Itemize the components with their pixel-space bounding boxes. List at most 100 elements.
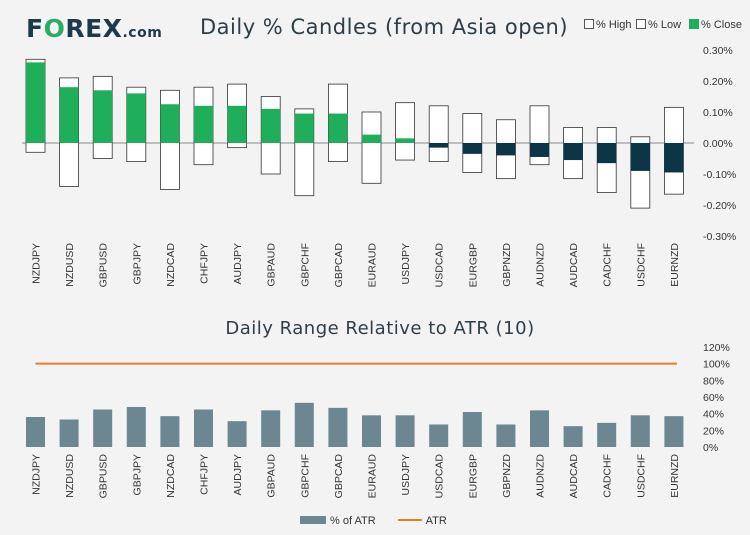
x-tick-label: EURGBP xyxy=(467,454,479,498)
range-candle xyxy=(395,102,416,161)
atr-bar-chart: 120% 100% 80% 60% 40% 20% 0% NZDJPY NZDUSD GBPUSD… xyxy=(26,342,730,499)
atr-bar xyxy=(261,410,281,447)
legend-line-label: ATR xyxy=(425,515,447,527)
x-tick-label: EURNZD xyxy=(669,243,681,287)
y-tick-label: 0.00% xyxy=(703,138,733,150)
close-bar xyxy=(93,90,113,143)
y-tick-label: 40% xyxy=(703,409,724,421)
y-tick-label: -0.20% xyxy=(703,200,736,212)
y-tick-label: 60% xyxy=(703,392,724,404)
close-bar xyxy=(294,113,314,143)
x-tick-label: AUDNZD xyxy=(535,243,547,287)
close-bar xyxy=(160,104,180,143)
legend-line-swatch xyxy=(397,519,422,521)
x-tick-label: NZDJPY xyxy=(31,243,43,284)
close-bar xyxy=(496,143,516,156)
y-tick-label: 80% xyxy=(703,375,724,387)
candles-chart-title: Daily % Candles (from Asia open) xyxy=(200,15,569,39)
close-bar xyxy=(59,87,79,143)
x-tick-label: NZDUSD xyxy=(64,243,76,287)
x-tick-label: AUDNZD xyxy=(535,454,547,498)
x-tick-label: NZDCAD xyxy=(165,454,177,498)
y-tick-label: -0.30% xyxy=(703,231,736,243)
atr-chart-title: Daily Range Relative to ATR (10) xyxy=(225,318,535,339)
close-bar xyxy=(530,143,549,157)
close-bar xyxy=(563,143,583,161)
y-tick-label: 0% xyxy=(703,442,718,454)
atr-bar xyxy=(294,402,314,447)
x-tick-label: GBPCAD xyxy=(333,454,345,499)
atr-bar xyxy=(496,424,516,447)
atr-bar xyxy=(227,421,247,447)
legend-low: % Low xyxy=(636,19,681,31)
x-tick-label: CADCHF xyxy=(602,243,614,287)
atr-bar xyxy=(194,409,213,447)
y-tick-label: 0.30% xyxy=(703,45,733,57)
legend-bar-swatch xyxy=(300,516,326,524)
atr-bar xyxy=(563,426,583,447)
x-tick-label: NZDUSD xyxy=(64,454,76,498)
close-bar xyxy=(462,143,482,154)
x-tick-label: CADCHF xyxy=(602,454,614,498)
close-bar xyxy=(227,105,247,143)
y-tick-label: 0.20% xyxy=(703,76,733,88)
close-bar xyxy=(597,143,617,164)
close-bar xyxy=(126,93,146,143)
x-tick-label: EURAUD xyxy=(367,243,379,288)
x-tick-label: CHFJPY xyxy=(199,243,211,284)
x-tick-label: AUDJPY xyxy=(232,454,244,495)
atr-bar xyxy=(395,415,415,447)
close-bar xyxy=(26,62,45,143)
x-tick-label: NZDCAD xyxy=(165,243,177,287)
legend-low-swatch xyxy=(636,19,646,29)
x-tick-label: GBPAUD xyxy=(266,454,278,498)
x-tick-label: GBPJPY xyxy=(131,243,143,284)
atr-bar xyxy=(530,410,549,447)
legend-close-swatch xyxy=(689,19,699,29)
atr-bar xyxy=(664,416,684,447)
atr-bar xyxy=(59,419,79,447)
legend-high-swatch xyxy=(584,19,594,29)
x-tick-label: EURGBP xyxy=(467,243,479,287)
atr-bar xyxy=(160,416,180,447)
close-bar xyxy=(664,143,684,173)
x-tick-label: USDCAD xyxy=(434,454,446,499)
x-tick-label: USDCAD xyxy=(434,243,446,288)
x-tick-label: USDCHF xyxy=(635,454,647,498)
atr-bar xyxy=(362,415,381,447)
x-tick-label: GBPUSD xyxy=(98,243,110,288)
y-tick-label: 120% xyxy=(703,342,730,354)
close-bar xyxy=(194,105,213,143)
x-tick-label: EURNZD xyxy=(669,454,681,498)
y-tick-label: 0.10% xyxy=(703,107,733,119)
close-bar xyxy=(261,108,281,143)
close-bar xyxy=(328,113,348,143)
range-candle xyxy=(361,111,382,184)
atr-bar xyxy=(630,415,650,447)
y-tick-label: 20% xyxy=(703,425,724,437)
atr-bar xyxy=(328,407,348,447)
forex-logo: FOREX.com xyxy=(26,14,163,43)
atr-bar xyxy=(597,422,617,447)
x-tick-label: USDJPY xyxy=(400,454,412,495)
x-tick-label: GBPAUD xyxy=(266,243,278,287)
x-tick-label: CHFJPY xyxy=(199,454,211,495)
x-tick-label: GBPNZD xyxy=(501,454,513,498)
x-tick-label: EURAUD xyxy=(367,454,379,499)
x-tick-label: AUDCAD xyxy=(568,454,580,499)
legend-bar-label: % of ATR xyxy=(330,515,376,527)
atr-bar xyxy=(462,412,482,447)
legend-high: % High xyxy=(584,19,631,31)
legend-close: % Close xyxy=(689,19,742,31)
x-tick-label: GBPCAD xyxy=(333,243,345,288)
close-bar xyxy=(395,138,415,143)
x-tick-label: GBPNZD xyxy=(501,243,513,287)
atr-bar xyxy=(26,417,45,447)
atr-bar xyxy=(429,424,449,447)
close-bar xyxy=(630,143,650,171)
atr-bar xyxy=(93,409,113,447)
x-tick-label: GBPJPY xyxy=(131,454,143,495)
x-tick-label: AUDJPY xyxy=(232,243,244,284)
x-tick-label: GBPCHF xyxy=(299,454,311,498)
x-tick-label: GBPUSD xyxy=(98,454,110,499)
